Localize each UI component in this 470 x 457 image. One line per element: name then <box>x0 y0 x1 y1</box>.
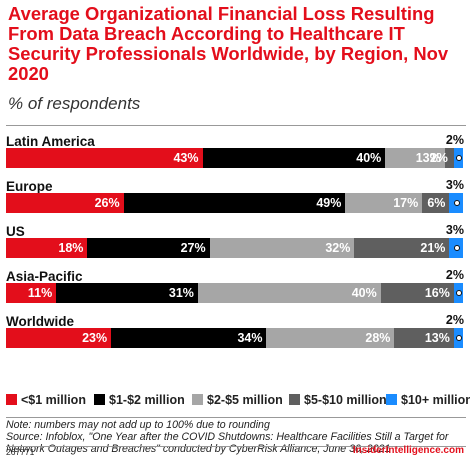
bar-latin-america: 43% 40% 13% 2% <box>6 148 464 168</box>
legend-swatch-2-5m <box>192 394 203 405</box>
data-label-us-lt-1m: 18% <box>58 241 84 255</box>
callout-dot-europe <box>453 200 460 206</box>
bar-segment-asia-pacific-2-5m <box>197 283 382 303</box>
legend-label-5-10m: $5-$10 million <box>304 393 387 407</box>
legend: <$1 million $1-$2 million $2-$5 million … <box>6 393 470 411</box>
top-divider <box>6 125 466 126</box>
bar-segment-europe-1-2m <box>123 193 346 213</box>
bar-segment-us-5-10m <box>354 238 450 258</box>
bar-europe: 26% 49% 17% 6% <box>6 193 464 213</box>
brand-link[interactable]: InsiderIntelligence.com <box>352 445 464 456</box>
bar-us: 18% 27% 32% 21% <box>6 238 464 258</box>
data-label-latin-america-1-2m: 40% <box>356 151 382 165</box>
callout-dot-latin-america <box>455 155 462 161</box>
bar-segment-latin-america-1-2m <box>202 148 386 168</box>
bar-segment-us-1-2m <box>87 238 211 258</box>
category-label-latin-america: Latin America <box>6 134 95 149</box>
legend-label-lt-1m: <$1 million <box>21 393 86 407</box>
bar-segment-worldwide-lt-1m <box>6 328 112 348</box>
bar-segment-latin-america-2-5m <box>385 148 446 168</box>
category-label-us: US <box>6 224 25 239</box>
note-text: Note: numbers may not add up to 100% due… <box>6 419 270 431</box>
data-label-asia-pacific-2-5m: 40% <box>351 286 377 300</box>
data-label-us-5-10m: 21% <box>420 241 446 255</box>
bar-segment-asia-pacific-5-10m <box>380 283 455 303</box>
data-label-us-2-5m: 32% <box>325 241 351 255</box>
bar-segment-europe-5-10m <box>422 193 450 213</box>
bar-segment-asia-pacific-lt-1m <box>6 283 57 303</box>
data-label-latin-america-10m-plus: 2% <box>445 133 464 147</box>
data-label-us-1-2m: 27% <box>180 241 206 255</box>
legend-label-1-2m: $1-$2 million <box>109 393 185 407</box>
bar-segment-worldwide-5-10m <box>394 328 455 348</box>
data-label-worldwide-10m-plus: 2% <box>445 313 464 327</box>
category-label-worldwide: Worldwide <box>6 314 75 329</box>
callout-dot-us <box>453 245 460 251</box>
bar-worldwide: 23% 34% 28% 13% <box>6 328 464 348</box>
callout-dot-worldwide <box>455 335 462 341</box>
bar-segment-latin-america-lt-1m <box>6 148 203 168</box>
footer-divider <box>6 446 466 447</box>
bar-segment-worldwide-2-5m <box>266 328 395 348</box>
category-label-europe: Europe <box>6 179 53 194</box>
legend-swatch-1-2m <box>94 394 105 405</box>
data-label-worldwide-lt-1m: 23% <box>82 331 108 345</box>
legend-label-10m-plus: $10+ million <box>401 393 470 407</box>
bar-segment-us-lt-1m <box>6 238 88 258</box>
data-label-europe-2-5m: 17% <box>393 196 419 210</box>
legend-item-lt-1m: <$1 million <box>6 393 86 407</box>
bar-asia-pacific: 11% 31% 40% 16% <box>6 283 464 303</box>
chart-subtitle: % of respondents <box>8 94 141 113</box>
data-label-worldwide-2-5m: 28% <box>365 331 391 345</box>
data-label-asia-pacific-5-10m: 16% <box>424 286 450 300</box>
data-label-europe-1-2m: 49% <box>316 196 342 210</box>
data-label-asia-pacific-10m-plus: 2% <box>445 268 464 282</box>
data-label-latin-america-5-10m: 2% <box>429 151 448 165</box>
bar-segment-latin-america-5-10m <box>444 148 455 168</box>
category-label-asia-pacific: Asia-Pacific <box>6 269 83 284</box>
data-label-europe-lt-1m: 26% <box>94 196 120 210</box>
chart-id: 267771 <box>6 447 35 457</box>
data-label-us-10m-plus: 3% <box>445 223 464 237</box>
data-label-europe-5-10m: 6% <box>427 196 446 210</box>
data-label-latin-america-lt-1m: 43% <box>173 151 199 165</box>
data-label-latin-america-2-5m: 13% <box>415 151 441 165</box>
data-label-asia-pacific-lt-1m: 11% <box>27 286 53 300</box>
data-label-asia-pacific-1-2m: 31% <box>168 286 194 300</box>
data-label-europe-10m-plus: 3% <box>445 178 464 192</box>
bottom-divider <box>6 417 466 418</box>
chart-title: Average Organizational Financial Loss Re… <box>8 3 449 84</box>
legend-item-10m-plus: $10+ million <box>386 393 470 407</box>
callout-dot-asia-pacific <box>455 290 462 296</box>
data-label-worldwide-5-10m: 13% <box>424 331 450 345</box>
legend-item-1-2m: $1-$2 million <box>94 393 185 407</box>
bar-segment-europe-2-5m <box>345 193 423 213</box>
bar-segment-worldwide-1-2m <box>111 328 267 348</box>
legend-swatch-lt-1m <box>6 394 17 405</box>
legend-swatch-5-10m <box>289 394 300 405</box>
legend-item-2-5m: $2-$5 million <box>192 393 283 407</box>
legend-item-5-10m: $5-$10 million <box>289 393 387 407</box>
legend-swatch-10m-plus <box>386 394 397 405</box>
data-label-worldwide-1-2m: 34% <box>237 331 263 345</box>
legend-label-2-5m: $2-$5 million <box>207 393 283 407</box>
bar-segment-us-2-5m <box>209 238 355 258</box>
bar-segment-asia-pacific-1-2m <box>56 283 199 303</box>
bar-segment-europe-lt-1m <box>6 193 125 213</box>
